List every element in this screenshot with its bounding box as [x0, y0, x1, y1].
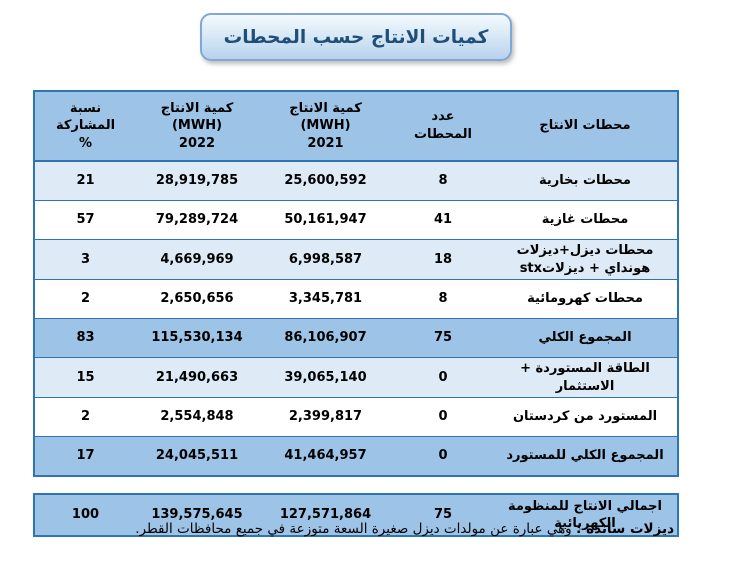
table-row: محطات ديزل+ديزلات هونداي + ديزلاتstx 18 … [33, 238, 679, 281]
table-row: المجموع الكلي للمستورد 0 41,464,957 24,0… [33, 436, 679, 477]
station-count-cell: 75 [393, 318, 493, 359]
production-2021-cell: 50,161,947 [258, 200, 393, 240]
header-production-2022: كمية الانتاج (MWH) 2022 [136, 90, 258, 162]
station-name-cell: الطاقة المستوردة + الاستثمار [493, 357, 679, 399]
table-row: محطات كهرومائية 8 3,345,781 2,650,656 2 [33, 279, 679, 320]
header-stations: محطات الانتاج [493, 90, 679, 162]
production-2021-cell: 41,464,957 [258, 436, 393, 477]
station-count-cell: 18 [393, 238, 493, 281]
production-2022-cell: 115,530,134 [136, 318, 258, 359]
table-gap-cell [34, 475, 678, 495]
station-count-cell: 0 [393, 357, 493, 399]
table-row: محطات غازية 41 50,161,947 79,289,724 57 [33, 200, 679, 240]
station-count-cell: 8 [393, 160, 493, 201]
footnote-text: وهي عبارة عن مولدات ديزل صغيرة السعة متو… [135, 521, 576, 537]
production-2021-cell: 86,106,907 [258, 318, 393, 359]
header-station-count: عدد المحطات [393, 90, 493, 162]
table-row: المستورد من كردستان 0 2,399,817 2,554,84… [33, 397, 679, 438]
production-2021-cell: 3,345,781 [258, 279, 393, 320]
share-percent-cell: 100 [33, 493, 136, 538]
share-percent-cell: 3 [33, 238, 136, 281]
production-2022-cell: 2,650,656 [136, 279, 258, 320]
station-name-cell: محطات كهرومائية [493, 279, 679, 320]
station-name-cell: محطات غازية [493, 200, 679, 240]
station-name-cell: المجموع الكلي [493, 318, 679, 359]
station-count-cell: 41 [393, 200, 493, 240]
share-percent-cell: 2 [33, 397, 136, 438]
production-2022-cell: 79,289,724 [136, 200, 258, 240]
page-title: كميات الانتاج حسب المحطات [200, 13, 512, 61]
table-gap-row [34, 475, 678, 495]
header-production-2021: كمية الانتاج (MWH) 2021 [258, 90, 393, 162]
station-name-cell: المجموع الكلي للمستورد [493, 436, 679, 477]
station-count-cell: 0 [393, 397, 493, 438]
production-2021-cell: 39,065,140 [258, 357, 393, 399]
production-2022-cell: 24,045,511 [136, 436, 258, 477]
table-row: محطات بخارية 8 25,600,592 28,919,785 21 [33, 160, 679, 201]
station-count-cell: 75 [393, 493, 493, 538]
page-title-label: كميات الانتاج حسب المحطات [223, 26, 489, 48]
station-name-cell: محطات بخارية [493, 160, 679, 201]
table-header-row: محطات الانتاج عدد المحطات كمية الانتاج (… [33, 90, 679, 162]
production-table: محطات الانتاج عدد المحطات كمية الانتاج (… [33, 90, 679, 538]
share-percent-cell: 83 [33, 318, 136, 359]
production-2022-cell: 2,554,848 [136, 397, 258, 438]
station-count-cell: 0 [393, 436, 493, 477]
production-2022-cell: 21,490,663 [136, 357, 258, 399]
production-2022-cell: 139,575,645 [136, 493, 258, 538]
share-percent-cell: 57 [33, 200, 136, 240]
station-name-cell: المستورد من كردستان [493, 397, 679, 438]
production-2022-cell: 28,919,785 [136, 160, 258, 201]
production-2022-cell: 4,669,969 [136, 238, 258, 281]
table-row: المجموع الكلي 75 86,106,907 115,530,134 … [33, 318, 679, 359]
production-2021-cell: 25,600,592 [258, 160, 393, 201]
share-percent-cell: 17 [33, 436, 136, 477]
production-2021-cell: 6,998,587 [258, 238, 393, 281]
table-row: اجمالي الانتاج للمنظومة الكهربائية 75 12… [33, 493, 679, 538]
table-row: الطاقة المستوردة + الاستثمار 0 39,065,14… [33, 357, 679, 399]
station-name-cell: اجمالي الانتاج للمنظومة الكهربائية [493, 493, 679, 538]
share-percent-cell: 2 [33, 279, 136, 320]
share-percent-cell: 15 [33, 357, 136, 399]
header-share-percent: نسبة المشاركة % [33, 90, 136, 162]
production-2021-cell: 2,399,817 [258, 397, 393, 438]
footnote: ديزلات ساندة : وهي عبارة عن مولدات ديزل … [114, 521, 674, 537]
footnote-lead: ديزلات ساندة : [576, 521, 674, 537]
station-count-cell: 8 [393, 279, 493, 320]
production-2021-cell: 127,571,864 [258, 493, 393, 538]
station-name-cell: محطات ديزل+ديزلات هونداي + ديزلاتstx [493, 238, 679, 281]
share-percent-cell: 21 [33, 160, 136, 201]
